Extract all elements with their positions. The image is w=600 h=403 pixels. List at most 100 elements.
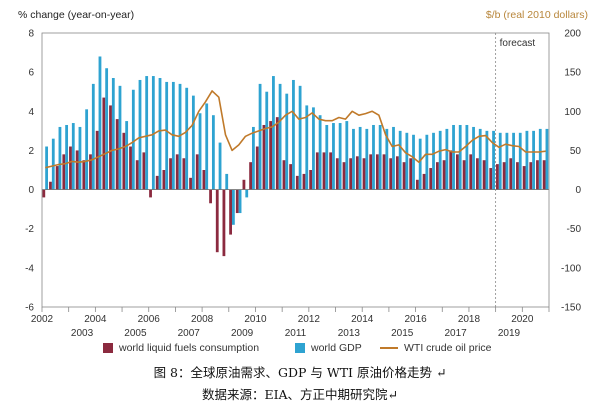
consumption-bar — [229, 189, 232, 235]
consumption-bar — [55, 166, 59, 190]
consumption-bar — [309, 170, 313, 190]
consumption-bar — [362, 158, 366, 190]
gdp-bar — [485, 130, 489, 190]
consumption-bar — [42, 189, 46, 198]
consumption-bar — [195, 154, 199, 190]
consumption-bar — [149, 189, 152, 198]
gdp-bar — [358, 126, 362, 190]
gdp-bar — [378, 124, 382, 190]
consumption-bar — [242, 179, 246, 190]
gdp-bar — [125, 121, 129, 190]
gdp-bar — [151, 76, 155, 190]
gdp-bar — [498, 132, 502, 190]
x-axis-labels: 2002 2004 2006 2008 2010 2012 2014 2016 2018 2020… — [31, 314, 534, 339]
consumption-bar — [542, 160, 546, 190]
gdp-bar — [532, 130, 535, 190]
left-axis-ticks: 8 6 4 2 0 -2 -4 -6 — [25, 29, 34, 314]
consumption-bar — [335, 158, 339, 190]
consumption-bar — [349, 158, 353, 190]
gdp-bar — [51, 138, 55, 190]
right-tick-label: 150 — [564, 68, 581, 79]
legend-label-consumption: world liquid fuels consumption — [119, 342, 260, 354]
x-tick-label: 2020 — [511, 314, 534, 325]
gdp-bar — [345, 121, 349, 190]
consumption-bar — [102, 97, 106, 190]
gdp-bar — [218, 142, 222, 190]
gdp-bar — [58, 126, 62, 190]
consumption-bar — [169, 158, 172, 190]
consumption-bar — [329, 152, 333, 190]
legend-label-oil: WTI crude oil price — [404, 342, 492, 354]
consumption-bar — [89, 154, 92, 190]
x-tick-label: 2018 — [458, 314, 481, 325]
gdp-bar — [418, 138, 422, 190]
consumption-bar — [215, 189, 219, 253]
consumption-bar — [262, 124, 266, 190]
gdp-bar — [285, 93, 289, 190]
gdp-bar — [465, 124, 469, 190]
consumption-bar — [536, 160, 539, 190]
gdp-bar — [138, 79, 142, 190]
right-tick-label: 0 — [575, 185, 581, 196]
gdp-bar — [258, 83, 262, 190]
gdp-bar — [231, 189, 235, 225]
gdp-bar — [452, 124, 455, 190]
gdp-bars — [45, 56, 549, 225]
x-tick-label: 2009 — [231, 328, 254, 339]
oil-price-line — [45, 90, 546, 169]
gdp-bar — [178, 83, 182, 190]
gdp-bar — [91, 83, 95, 190]
consumption-bar — [389, 158, 393, 190]
consumption-bar — [295, 175, 299, 190]
x-tick-label: 2005 — [124, 328, 147, 339]
left-tick-label: 0 — [28, 185, 34, 196]
consumption-bar — [255, 146, 259, 190]
right-tick-label: -100 — [561, 263, 581, 274]
consumption-bar — [369, 154, 373, 190]
gdp-bar — [111, 78, 115, 190]
gdp-bar — [445, 128, 449, 190]
consumption-bar — [122, 132, 126, 190]
gdp-bar — [245, 189, 249, 198]
x-tick-label: 2013 — [338, 328, 361, 339]
consumption-bar — [275, 117, 279, 190]
x-tick-label: 2004 — [84, 314, 107, 325]
legend: world liquid fuels consumption world GDP… — [95, 342, 525, 356]
consumption-bars — [42, 97, 546, 257]
consumption-bar — [269, 121, 273, 190]
consumption-bar — [442, 160, 446, 190]
gdp-bar — [105, 68, 109, 190]
consumption-bar — [449, 150, 453, 190]
consumption-bar — [82, 160, 86, 190]
x-tick-label: 2012 — [298, 314, 321, 325]
consumption-bar — [135, 160, 139, 190]
x-tick-label: 2007 — [178, 328, 201, 339]
gdp-bar — [392, 126, 395, 190]
gdp-bar — [71, 123, 75, 190]
right-axis-ticks: 200 150 100 50 0 -50 -100 -150 — [561, 29, 581, 314]
consumption-bar — [402, 162, 406, 190]
gdp-bar — [191, 95, 195, 190]
x-tick-label: 2016 — [404, 314, 427, 325]
consumption-bar — [302, 173, 306, 190]
gdp-bar — [98, 56, 102, 190]
consumption-bar — [75, 150, 79, 190]
gdp-bar — [165, 81, 169, 190]
right-tick-label: -150 — [561, 303, 581, 314]
gdp-bar — [131, 89, 135, 190]
gdp-bar — [118, 85, 122, 190]
consumption-bar — [496, 164, 499, 190]
x-tick-label: 2017 — [444, 328, 467, 339]
right-tick-label: 100 — [564, 107, 581, 118]
gdp-bar — [211, 115, 215, 190]
x-tick-label: 2015 — [391, 328, 414, 339]
gdp-bar — [272, 76, 275, 190]
consumption-bar — [62, 154, 66, 190]
gdp-bar — [225, 173, 229, 190]
consumption-bar — [415, 179, 419, 190]
consumption-bar — [456, 154, 459, 190]
consumption-bar — [182, 158, 186, 190]
right-tick-label: 200 — [564, 29, 581, 40]
x-tick-label: 2003 — [71, 328, 94, 339]
gdp-bar — [438, 130, 442, 190]
